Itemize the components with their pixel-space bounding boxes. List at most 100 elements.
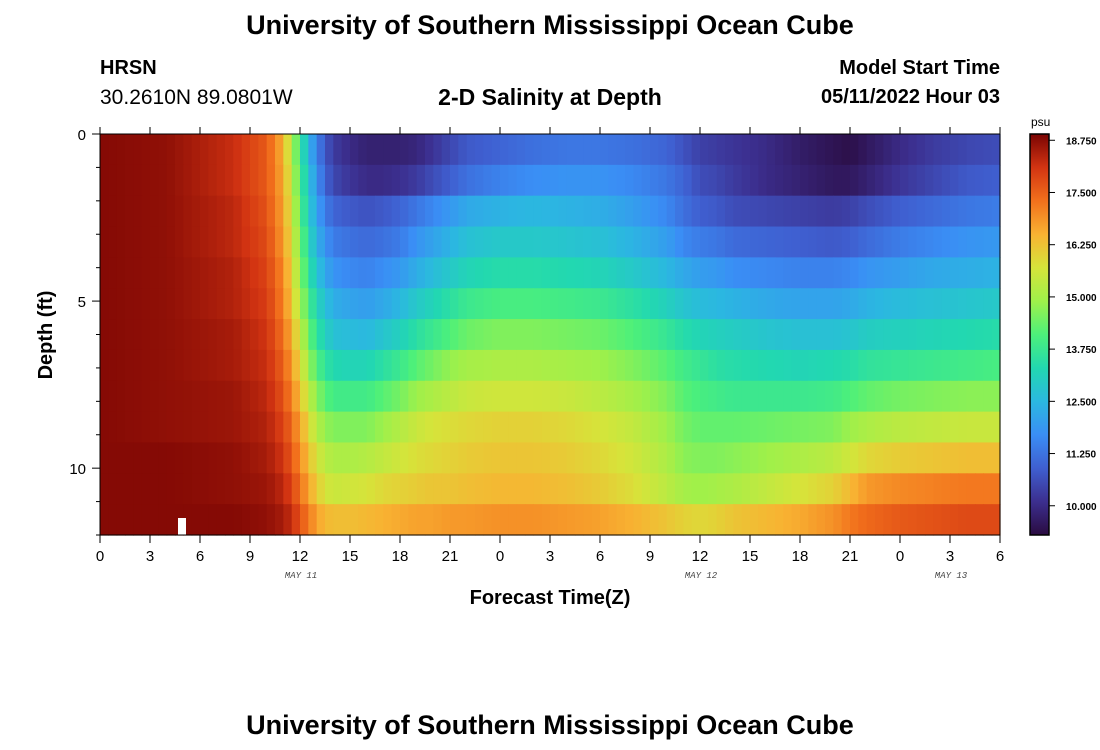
heatmap-cell	[366, 411, 376, 444]
heatmap-cell	[141, 195, 151, 228]
heatmap-cell	[133, 319, 143, 351]
heatmap-cell	[725, 134, 734, 166]
heatmap-cell	[125, 257, 134, 289]
heatmap-cell	[858, 257, 868, 289]
heatmap-cell	[750, 257, 759, 289]
heatmap-cell	[616, 349, 626, 382]
heatmap-cell	[333, 380, 343, 413]
heatmap-cell	[933, 226, 943, 258]
heatmap-cell	[716, 411, 726, 444]
heatmap-cell	[175, 134, 184, 166]
heatmap-cell	[525, 257, 534, 289]
heatmap-cell	[900, 349, 909, 382]
heatmap-cell	[625, 195, 634, 228]
x-tick-label: 12	[292, 548, 309, 565]
heatmap-cell	[125, 442, 134, 474]
heatmap-cell	[775, 226, 784, 258]
colorbar-tick-label: 13.750	[1066, 345, 1097, 356]
heatmap-cell	[400, 411, 409, 444]
heatmap-cell	[133, 504, 143, 536]
heatmap-cell	[283, 411, 293, 444]
x-date-label: MAY 13	[935, 571, 968, 581]
heatmap-cell	[883, 349, 893, 382]
x-tick-label: 3	[146, 548, 154, 565]
heatmap-cell	[141, 134, 151, 166]
heatmap-cell	[850, 257, 859, 289]
heatmap-cell	[683, 195, 693, 228]
colorbar-tick-label: 15.000	[1066, 293, 1097, 304]
heatmap-cell	[691, 226, 701, 258]
heatmap-cell	[916, 195, 926, 228]
heatmap-cell	[308, 319, 318, 351]
heatmap-cell	[233, 380, 243, 413]
footer-title: University of Southern Mississippi Ocean…	[246, 710, 854, 740]
heatmap-cell	[458, 257, 468, 289]
heatmap-cell	[616, 473, 626, 505]
heatmap-cell	[575, 164, 584, 197]
heatmap-cell	[475, 442, 484, 474]
heatmap-cell	[216, 473, 226, 505]
heatmap-cell	[691, 349, 701, 382]
heatmap-cell	[775, 411, 784, 444]
heatmap-cell	[258, 226, 268, 258]
heatmap-cell	[700, 504, 709, 536]
heatmap-cell	[333, 411, 343, 444]
heatmap-cell	[116, 288, 126, 320]
heatmap-cell	[708, 411, 718, 444]
heatmap-cell	[600, 504, 609, 536]
heatmap-cell	[408, 319, 418, 351]
heatmap-cell	[816, 226, 826, 258]
heatmap-cell	[341, 473, 351, 505]
heatmap-cell	[816, 134, 826, 166]
heatmap-cell	[833, 195, 843, 228]
heatmap-cell	[933, 288, 943, 320]
heatmap-cell	[708, 473, 718, 505]
heatmap-cell	[958, 380, 968, 413]
heatmap-cell	[141, 257, 151, 289]
heatmap-cell	[541, 411, 551, 444]
heatmap-cell	[691, 380, 701, 413]
heatmap-cell	[100, 164, 109, 197]
heatmap-cell	[383, 504, 393, 536]
heatmap-cell	[300, 411, 309, 444]
heatmap-cell	[100, 195, 109, 228]
heatmap-cell	[850, 226, 859, 258]
heatmap-cell	[408, 288, 418, 320]
heatmap-cell	[575, 288, 584, 320]
heatmap-cell	[266, 411, 276, 444]
heatmap-cell	[891, 164, 901, 197]
heatmap-cell	[966, 380, 976, 413]
heatmap-cell	[183, 288, 193, 320]
heatmap-cell	[458, 134, 468, 166]
heatmap-cell	[450, 319, 459, 351]
heatmap-cell	[158, 411, 168, 444]
heatmap-cell	[825, 319, 834, 351]
heatmap-cell	[225, 319, 234, 351]
heatmap-cell	[116, 164, 126, 197]
heatmap-cell	[483, 411, 493, 444]
heatmap-cell	[441, 411, 451, 444]
heatmap-cell	[108, 288, 118, 320]
heatmap-cell	[716, 195, 726, 228]
heatmap-cell	[841, 195, 851, 228]
heatmap-cell	[775, 319, 784, 351]
heatmap-cell	[191, 349, 201, 382]
heatmap-cell	[475, 257, 484, 289]
heatmap-cell	[925, 504, 934, 536]
heatmap-cell	[308, 411, 318, 444]
heatmap-cell	[641, 288, 651, 320]
heatmap-cell	[191, 504, 201, 536]
heatmap-cell	[116, 226, 126, 258]
heatmap-cell	[966, 442, 976, 474]
heatmap-cell	[333, 442, 343, 474]
heatmap-cell	[808, 411, 818, 444]
heatmap-cell	[591, 195, 601, 228]
heatmap-cell	[558, 257, 568, 289]
heatmap-cell	[133, 164, 143, 197]
heatmap-cell	[250, 504, 259, 536]
heatmap-cell	[800, 411, 809, 444]
heatmap-cell	[133, 134, 143, 166]
heatmap-cell	[333, 504, 343, 536]
heatmap-cell	[175, 411, 184, 444]
heatmap-cell	[916, 288, 926, 320]
